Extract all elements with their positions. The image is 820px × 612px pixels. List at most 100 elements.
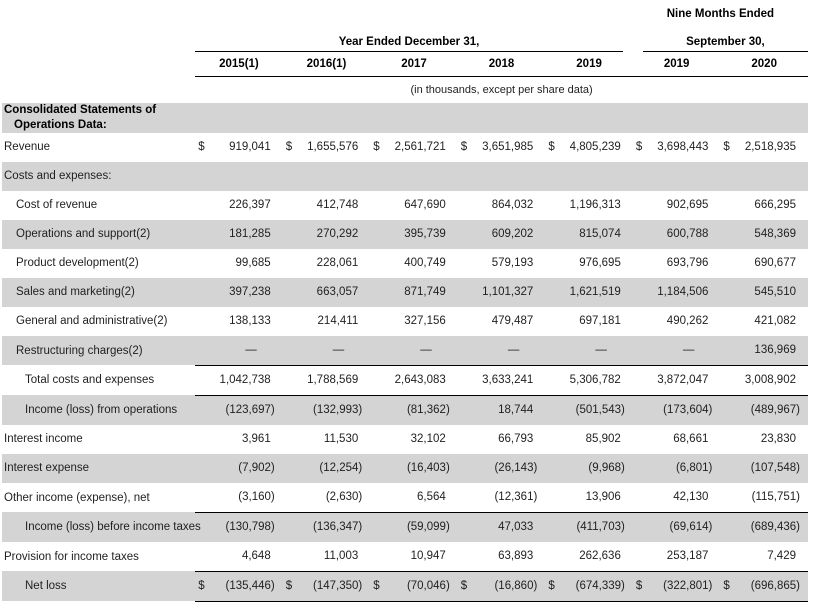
table-row: Operations and support(2) 181,285 270,292 3… (2, 219, 808, 249)
cell-dollar-sign (545, 365, 562, 396)
cell-dollar-sign (195, 191, 211, 220)
cell-value: (2,630) (298, 482, 371, 513)
cell-dollar-sign (632, 482, 649, 513)
cell-value: (147,350) (298, 571, 371, 602)
cell-dollar-sign (545, 335, 562, 366)
cell-dollar-sign (195, 454, 211, 483)
cell-dollar-sign (720, 278, 736, 307)
cell-value: 647,690 (404, 199, 446, 212)
cell-dollar-sign (720, 220, 736, 249)
row-label: Total costs and expenses (25, 374, 155, 387)
cell-value: (107,548) (750, 462, 800, 475)
cell-value: 270,292 (316, 228, 359, 241)
row-label: Income (loss) from operations (25, 404, 178, 417)
cell-value: 5,306,782 (561, 365, 633, 396)
cell-value: 871,749 (404, 286, 446, 299)
cell-value: 18,744 (498, 404, 534, 417)
cell-value: 919,041 (229, 141, 271, 154)
cell-value: 99,685 (235, 257, 271, 270)
cell-value: 253,187 (648, 541, 721, 572)
row-label: Cost of revenue (16, 199, 98, 212)
cell-value: (696,865) (736, 571, 808, 602)
cell-dollar-sign (458, 162, 474, 191)
cell-dollar-sign (282, 335, 299, 366)
cell-value: 3,872,047 (648, 365, 721, 396)
cell-value: (12,254) (319, 462, 363, 475)
cell-dollar-sign (633, 191, 649, 220)
table-row: Total costs and expenses 1,042,738 1,788,5… (2, 365, 808, 396)
row-label: Interest income (4, 433, 83, 446)
cell-dollar-sign: $ (373, 141, 380, 154)
cell-value (649, 162, 720, 191)
cell-dollar-sign (370, 482, 387, 513)
cell-dollar-sign (720, 365, 737, 396)
cell-value: 262,636 (561, 541, 633, 572)
cell-dollar-sign: $ (632, 571, 649, 602)
cell-dollar-sign (370, 191, 386, 220)
cell-value: 666,295 (754, 199, 796, 212)
cell-value: (26,143) (494, 462, 538, 475)
cell-value: 2,561,721 (394, 141, 446, 154)
cell-dollar-sign: $ (545, 571, 562, 602)
cell-dollar-sign (370, 425, 386, 454)
cell-dollar-sign (720, 307, 736, 336)
cell-value: 327,156 (404, 315, 446, 328)
header-spacer (2, 2, 195, 26)
table-row: Revenue $919,041 $1,655,576 $2,561,721 $3,65… (2, 133, 808, 162)
cell-dollar-sign (458, 512, 474, 542)
cell-dollar-sign (195, 162, 211, 191)
header-row-units: (in thousands, except per share data) (2, 77, 808, 104)
cell-value (649, 103, 720, 133)
cell-value: — (561, 335, 633, 366)
cell-dollar-sign (195, 307, 211, 336)
cell-dollar-sign: $ (285, 141, 293, 154)
cell-value: 693,796 (666, 257, 709, 270)
cell-dollar-sign (545, 454, 561, 483)
cell-value: 4,805,239 (569, 141, 621, 154)
cell-dollar-sign: $ (198, 141, 205, 154)
cell-value: 976,695 (579, 257, 621, 270)
cell-dollar-sign (195, 541, 212, 572)
cell-value: 1,101,327 (482, 286, 534, 299)
cell-dollar-sign (545, 249, 561, 278)
cell-dollar-sign (370, 220, 386, 249)
cell-value: (9,968) (588, 462, 625, 475)
cell-dollar-sign (633, 249, 649, 278)
cell-dollar-sign (370, 395, 386, 425)
cell-value (386, 103, 457, 133)
row-label: Provision for income taxes (4, 550, 139, 563)
table-row: Restructuring charges(2) — — — — — — 136,969 (2, 335, 808, 366)
cell-dollar-sign (632, 541, 649, 572)
cell-value: 136,969 (736, 335, 808, 366)
cell-value: 3,961 (241, 433, 271, 446)
cell-value: (7,902) (238, 462, 275, 475)
header-row-periods: Year Ended December 31, September 30, (2, 26, 808, 52)
table-row: Income (loss) before income taxes (130,79… (2, 512, 808, 542)
cell-dollar-sign (283, 395, 299, 425)
col-header-2017: 2017 (370, 52, 458, 77)
cell-dollar-sign (545, 512, 561, 542)
cell-value: 13,906 (561, 482, 633, 513)
cell-dollar-sign (633, 278, 649, 307)
cell-dollar-sign (720, 512, 736, 542)
cell-value (211, 162, 282, 191)
cell-dollar-sign (458, 425, 474, 454)
cell-value: 2,643,083 (386, 365, 458, 396)
cell-value: 397,238 (229, 286, 271, 299)
cell-value: (70,046) (386, 571, 458, 602)
cell-value (561, 103, 632, 133)
cell-value (299, 162, 370, 191)
cell-value: 3,633,241 (473, 365, 546, 396)
cell-value: 66,793 (498, 433, 534, 446)
cell-value: 63,893 (473, 541, 546, 572)
cell-value: (489,967) (750, 404, 800, 417)
cell-dollar-sign (720, 335, 737, 366)
col-header-9m-2020: 2020 (720, 52, 808, 77)
cell-dollar-sign (457, 335, 474, 366)
cell-dollar-sign (545, 162, 561, 191)
cell-value: (16,860) (473, 571, 546, 602)
cell-dollar-sign (720, 541, 737, 572)
cell-value: 7,429 (736, 541, 808, 572)
header-spacer (195, 2, 633, 26)
header-row-nine-months: Nine Months Ended (2, 2, 808, 26)
